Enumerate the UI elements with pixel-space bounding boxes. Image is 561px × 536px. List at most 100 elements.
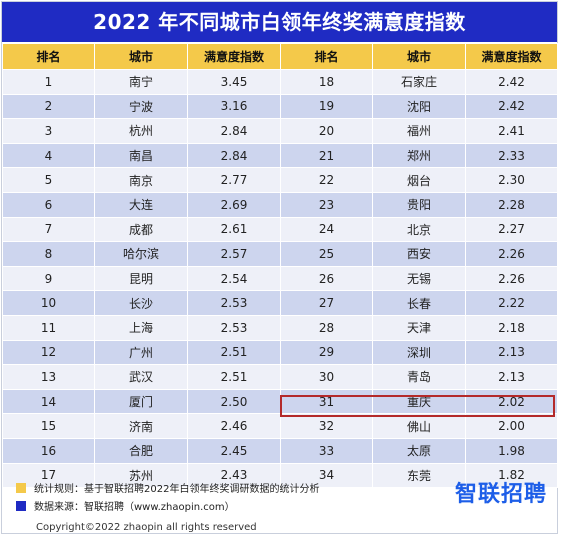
rank-cell: 30 xyxy=(280,364,373,390)
table-header-row: 排名 城市 满意度指数 排名 城市 满意度指数 xyxy=(2,43,558,70)
index-cell: 2.53 xyxy=(187,290,281,316)
city-cell: 天津 xyxy=(372,314,466,341)
city-cell: 厦门 xyxy=(94,388,188,415)
yellow-square-icon xyxy=(16,482,26,493)
rank-cell: 11 xyxy=(2,314,95,341)
table-row: 14 厦门 2.50 31 重庆 2.02 xyxy=(2,388,558,415)
city-cell: 烟台 xyxy=(372,167,466,193)
rank-cell: 24 xyxy=(280,216,373,243)
index-cell: 2.00 xyxy=(465,413,558,439)
table-row: 4 南昌 2.84 21 郑州 2.33 xyxy=(2,142,558,169)
city-cell: 南昌 xyxy=(94,142,188,169)
city-cell: 东莞 xyxy=(372,462,466,489)
city-cell: 西安 xyxy=(372,241,466,267)
city-cell: 深圳 xyxy=(372,339,466,366)
index-cell: 2.41 xyxy=(465,118,558,144)
rank-cell: 1 xyxy=(2,69,95,95)
index-cell: 2.13 xyxy=(465,364,558,390)
index-cell: 2.57 xyxy=(187,241,281,267)
city-cell: 石家庄 xyxy=(372,69,466,95)
city-cell: 无锡 xyxy=(372,265,466,292)
rank-cell: 2 xyxy=(2,93,95,120)
city-cell: 福州 xyxy=(372,118,466,144)
index-cell: 2.33 xyxy=(465,142,558,169)
rank-cell: 4 xyxy=(2,142,95,169)
table-row: 2 宁波 3.16 19 沈阳 2.42 xyxy=(2,93,558,120)
rank-cell: 8 xyxy=(2,241,95,267)
city-cell: 苏州 xyxy=(94,462,188,489)
city-cell: 佛山 xyxy=(372,413,466,439)
city-cell: 杭州 xyxy=(94,118,188,144)
rank-cell: 28 xyxy=(280,314,373,341)
header-index-right: 满意度指数 xyxy=(465,43,558,70)
table-row: 1 南宁 3.45 18 石家庄 2.42 xyxy=(2,69,558,95)
index-cell: 2.54 xyxy=(187,265,281,292)
city-cell: 南宁 xyxy=(94,69,188,95)
table-row: 11 上海 2.53 28 天津 2.18 xyxy=(2,314,558,341)
table-row: 6 大连 2.69 23 贵阳 2.28 xyxy=(2,191,558,218)
index-cell: 2.02 xyxy=(465,388,558,415)
rank-cell: 12 xyxy=(2,339,95,366)
rank-cell: 3 xyxy=(2,118,95,144)
city-cell: 郑州 xyxy=(372,142,466,169)
table-row: 15 济南 2.46 32 佛山 2.00 xyxy=(2,413,558,439)
index-cell: 2.22 xyxy=(465,290,558,316)
footer-note-rule: 统计规则：基于智联招聘2022年白领年终奖调研数据的统计分析 xyxy=(16,480,319,495)
footer: 统计规则：基于智联招聘2022年白领年终奖调研数据的统计分析 数据来源：智联招聘… xyxy=(2,470,557,533)
rank-cell: 20 xyxy=(280,118,373,144)
chart-title: 2022 年不同城市白领年终奖满意度指数 xyxy=(2,2,557,42)
footer-note-source: 数据来源：智联招聘（www.zhaopin.com） xyxy=(16,498,235,513)
city-cell: 北京 xyxy=(372,216,466,243)
index-cell: 2.61 xyxy=(187,216,281,243)
city-cell: 昆明 xyxy=(94,265,188,292)
header-rank-left: 排名 xyxy=(2,43,95,70)
index-cell: 2.77 xyxy=(187,167,281,193)
rank-cell: 13 xyxy=(2,364,95,390)
rank-cell: 25 xyxy=(280,241,373,267)
city-cell: 广州 xyxy=(94,339,188,366)
index-cell: 2.30 xyxy=(465,167,558,193)
index-cell: 2.51 xyxy=(187,364,281,390)
rank-cell: 9 xyxy=(2,265,95,292)
city-cell: 沈阳 xyxy=(372,93,466,120)
table-row: 3 杭州 2.84 20 福州 2.41 xyxy=(2,118,558,144)
index-cell: 2.42 xyxy=(465,93,558,120)
table-row: 12 广州 2.51 29 深圳 2.13 xyxy=(2,339,558,366)
index-cell: 2.28 xyxy=(465,191,558,218)
rank-cell: 7 xyxy=(2,216,95,243)
city-cell: 成都 xyxy=(94,216,188,243)
index-cell: 2.43 xyxy=(187,462,281,489)
rank-cell: 29 xyxy=(280,339,373,366)
city-cell: 青岛 xyxy=(372,364,466,390)
city-cell: 贵阳 xyxy=(372,191,466,218)
rank-cell: 5 xyxy=(2,167,95,193)
rank-cell: 19 xyxy=(280,93,373,120)
table-row: 9 昆明 2.54 26 无锡 2.26 xyxy=(2,265,558,292)
index-cell: 2.69 xyxy=(187,191,281,218)
footer-note-rule-text: 统计规则：基于智联招聘2022年白领年终奖调研数据的统计分析 xyxy=(34,484,320,495)
index-cell: 2.26 xyxy=(465,241,558,267)
city-cell: 长春 xyxy=(372,290,466,316)
index-cell: 2.53 xyxy=(187,314,281,341)
rank-cell: 6 xyxy=(2,191,95,218)
city-cell: 哈尔滨 xyxy=(94,241,188,267)
index-cell: 2.84 xyxy=(187,118,281,144)
city-cell: 宁波 xyxy=(94,93,188,120)
header-index-left: 满意度指数 xyxy=(187,43,281,70)
zhaopin-logo: 智联招聘 xyxy=(454,482,547,507)
rank-cell: 32 xyxy=(280,413,373,439)
blue-square-icon xyxy=(16,500,26,511)
index-cell: 2.18 xyxy=(465,314,558,341)
rank-cell: 23 xyxy=(280,191,373,218)
rank-cell: 18 xyxy=(280,69,373,95)
header-city-left: 城市 xyxy=(94,43,188,70)
rank-cell: 14 xyxy=(2,388,95,415)
index-cell: 3.45 xyxy=(187,69,281,95)
rank-cell: 26 xyxy=(280,265,373,292)
city-cell: 武汉 xyxy=(94,364,188,390)
table-row: 8 哈尔滨 2.57 25 西安 2.26 xyxy=(2,241,558,267)
city-cell: 重庆 xyxy=(372,388,466,415)
rank-cell: 10 xyxy=(2,290,95,316)
table-body: 1 南宁 3.45 18 石家庄 2.42 2 宁波 3.16 19 沈阳 2.42 3 杭州 2.84 20… xyxy=(2,69,558,489)
header-rank-right: 排名 xyxy=(280,43,373,70)
